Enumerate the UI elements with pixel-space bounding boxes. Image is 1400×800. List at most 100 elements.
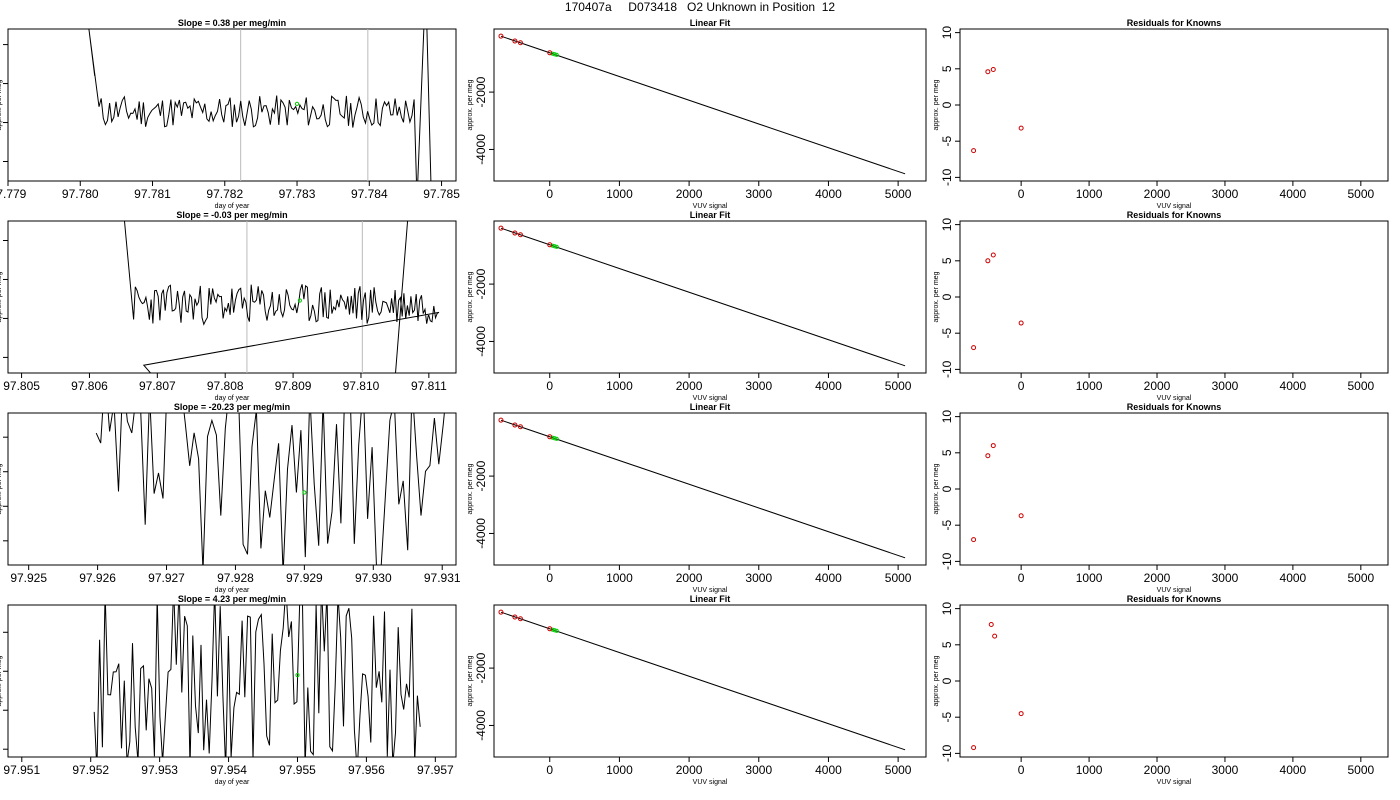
y-tick-label: 5 <box>940 449 954 456</box>
known-point <box>498 225 504 231</box>
x-tick-label: 97.810 <box>343 379 380 393</box>
y-tick-label: -4000 <box>474 326 488 357</box>
y-tick-label: 10 <box>940 218 954 232</box>
known-point <box>971 345 977 351</box>
y-tick-label: -830 <box>0 32 2 56</box>
unknown-point <box>552 244 557 249</box>
x-tick-label: 0 <box>546 763 553 777</box>
plot-area <box>971 622 1024 751</box>
chart-title: Linear Fit <box>690 594 731 604</box>
plot-frame <box>959 220 1389 374</box>
x-tick-label: 97.807 <box>139 379 176 393</box>
plot-frame <box>493 220 927 374</box>
y-tick-label: -825 <box>0 494 2 518</box>
unknown-point <box>550 627 555 632</box>
chart-panel-11: Residuals for Knowns 0 1000 2000 3000 4000 500… <box>933 402 1389 594</box>
chart-panel-10: Residuals for Knowns 0 1000 2000 3000 4000 500… <box>933 210 1389 402</box>
chart-title: Linear Fit <box>690 18 731 28</box>
plot-frame <box>493 28 927 182</box>
x-tick-label: 97.953 <box>141 763 178 777</box>
x-axis-label: VUV signal <box>693 587 728 594</box>
y-tick-label: -10 <box>940 360 954 378</box>
x-axis-label: day of year <box>215 203 250 210</box>
y-tick-label: 0 <box>940 677 954 684</box>
x-axis-label: day of year <box>215 779 250 786</box>
x-tick-label: 4000 <box>1280 763 1307 777</box>
x-tick-label: 5000 <box>885 379 912 393</box>
known-point <box>971 148 977 154</box>
known-point <box>512 230 518 236</box>
x-tick-label: 4000 <box>1280 187 1307 201</box>
y-tick-label: -4000 <box>474 134 488 165</box>
known-point <box>547 626 553 632</box>
plot-area <box>498 33 906 175</box>
chart-panel-1: Slope = 0.38 per meg/min 97.779 97.780 97.7… <box>0 18 460 210</box>
plot-area <box>95 413 445 565</box>
y-tick-label: -840 <box>0 306 2 330</box>
x-tick-label: 97.808 <box>207 379 244 393</box>
y-axis-label: approx. per meg <box>0 79 3 130</box>
x-tick-label: 97.930 <box>355 571 392 585</box>
y-tick-label: 10 <box>940 410 954 424</box>
known-point <box>985 69 991 75</box>
x-tick-label: 97.956 <box>348 763 385 777</box>
y-tick-label: -5 <box>940 136 954 147</box>
chart-panel-12: Residuals for Knowns 0 1000 2000 3000 4000 500… <box>933 594 1389 786</box>
x-tick-label: 97.809 <box>275 379 312 393</box>
x-tick-label: 97.806 <box>71 379 108 393</box>
x-tick-label: 2000 <box>676 379 703 393</box>
known-point <box>1018 513 1024 519</box>
known-point <box>512 38 518 44</box>
known-point <box>512 422 518 428</box>
x-tick-label: 97.805 <box>3 379 40 393</box>
x-tick-label: 2000 <box>1144 763 1171 777</box>
chart-title: Residuals for Knowns <box>1127 210 1222 220</box>
fit-line <box>500 419 906 559</box>
x-tick-label: 0 <box>1018 379 1025 393</box>
x-tick-label: 2000 <box>1144 379 1171 393</box>
x-tick-label: 4000 <box>815 187 842 201</box>
y-axis-label: approx. per meg <box>933 271 940 322</box>
plot-frame <box>493 412 927 566</box>
plot-frame <box>7 412 457 566</box>
y-tick-label: 0 <box>940 293 954 300</box>
unknown-point <box>554 628 559 633</box>
x-tick-label: 0 <box>1018 763 1025 777</box>
y-tick-label: 10 <box>940 26 954 40</box>
y-axis-label: approx. per meg <box>0 655 3 706</box>
unknown-point <box>552 628 557 633</box>
chart-panel-8: Linear Fit 0 1000 2000 3000 4000 5000 -2000 -400… <box>467 594 927 786</box>
known-point <box>990 252 996 258</box>
known-point <box>498 33 504 39</box>
x-tick-label: 97.784 <box>351 187 388 201</box>
x-tick-label: 97.955 <box>279 763 316 777</box>
y-axis-label: approx. per meg <box>467 79 474 130</box>
x-tick-label: 97.927 <box>148 571 185 585</box>
known-point <box>985 453 991 459</box>
x-tick-label: 1000 <box>1076 187 1103 201</box>
y-tick-label: -10 <box>940 552 954 570</box>
x-tick-label: 1000 <box>606 187 633 201</box>
known-point <box>517 616 523 622</box>
x-tick-label: 97.928 <box>217 571 254 585</box>
x-tick-label: 4000 <box>1280 379 1307 393</box>
x-tick-label: 2000 <box>676 571 703 585</box>
unknown-point <box>552 52 557 57</box>
x-tick-label: 97.782 <box>206 187 243 201</box>
chart-title: Residuals for Knowns <box>1127 594 1222 604</box>
x-axis-label: VUV signal <box>1157 779 1192 786</box>
y-tick-label: -2000 <box>474 652 488 683</box>
x-tick-label: 97.931 <box>424 571 461 585</box>
x-tick-label: 5000 <box>1347 571 1374 585</box>
y-axis-label: approx. per meg <box>467 271 474 322</box>
x-tick-label: 1000 <box>1076 379 1103 393</box>
chart-panel-9: Residuals for Knowns 0 1000 2000 3000 4000 500… <box>933 18 1389 210</box>
chart-title: Linear Fit <box>690 402 731 412</box>
plot-area <box>971 67 1024 154</box>
y-axis-label: approx. per meg <box>467 655 474 706</box>
fit-line <box>500 611 906 751</box>
plot-frame <box>959 412 1389 566</box>
y-tick-label: -830 <box>0 528 2 552</box>
chart-panel-2: Slope = -0.03 per meg/min 97.805 97.806 97.… <box>0 210 457 402</box>
x-tick-label: 2000 <box>676 187 703 201</box>
